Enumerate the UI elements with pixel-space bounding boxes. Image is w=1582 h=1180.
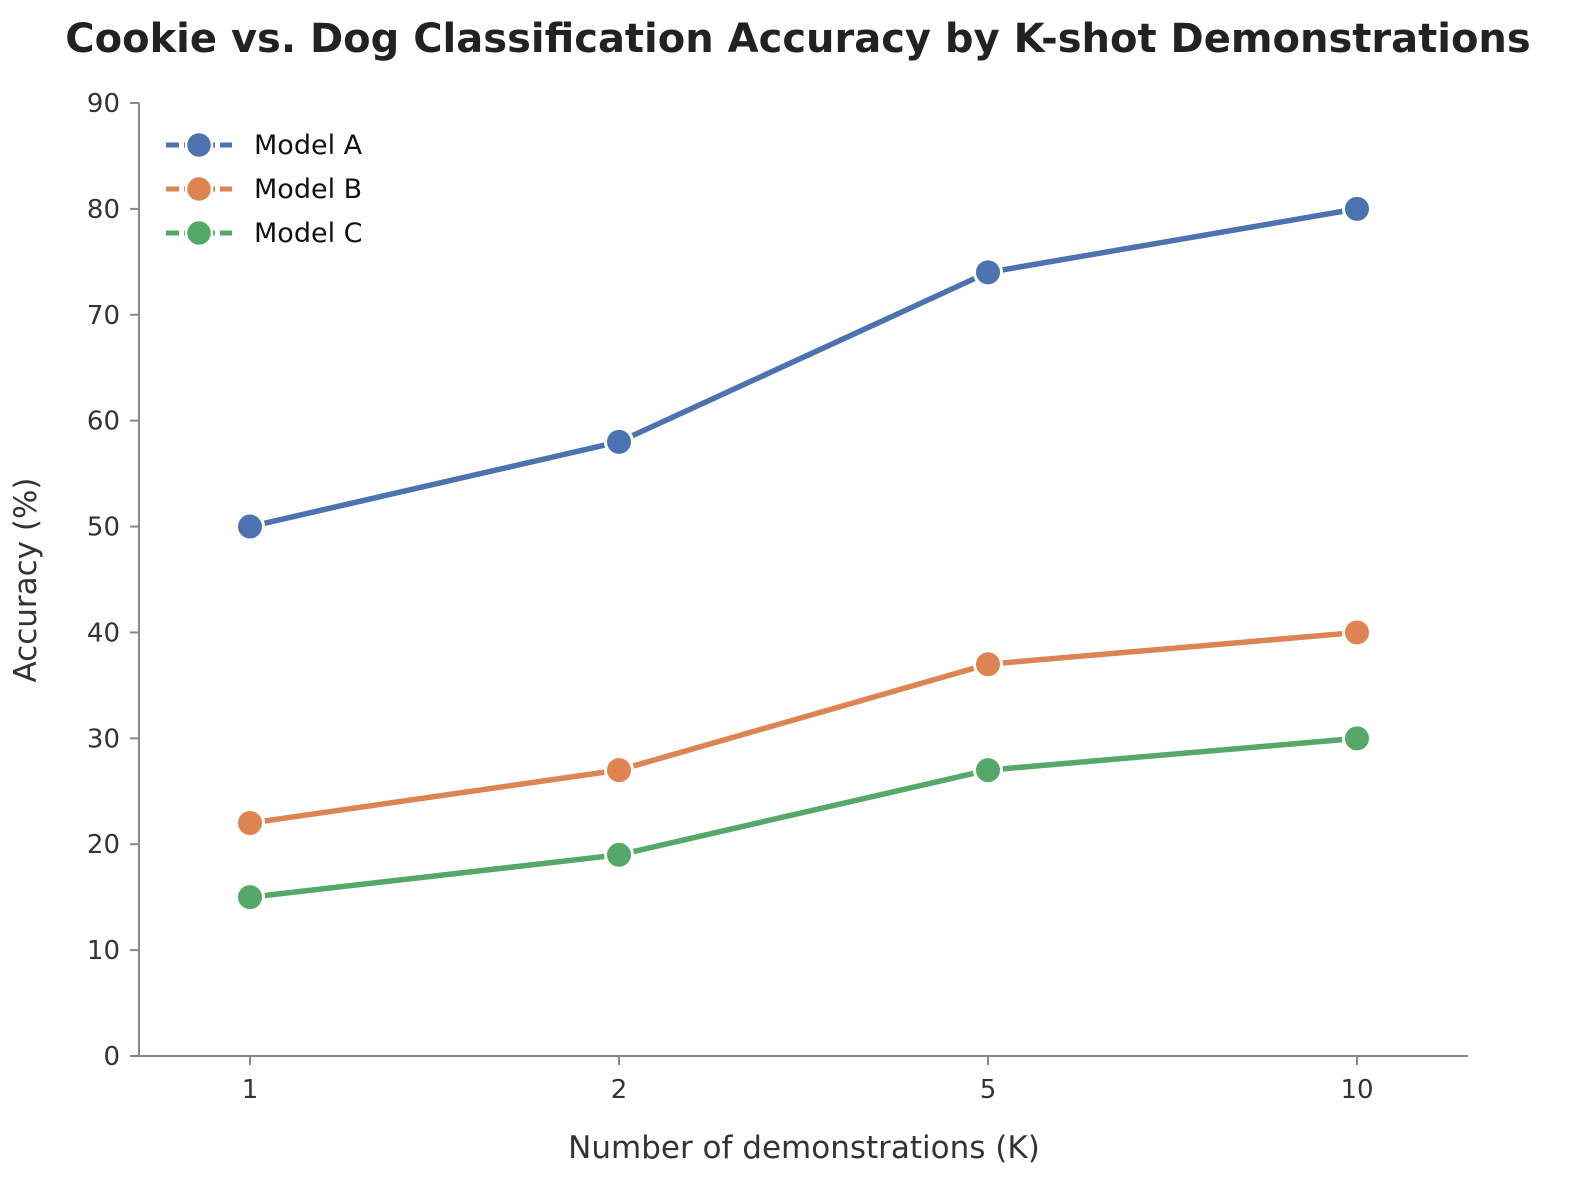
y-tick-label: 70 (87, 301, 120, 331)
data-point (235, 808, 265, 839)
data-point (1342, 617, 1372, 648)
x-tick-label: 2 (611, 1075, 628, 1105)
legend-item: Model A (166, 130, 363, 161)
data-point (1342, 723, 1372, 754)
x-ticks: 1 2 5 10 (242, 1056, 1374, 1105)
y-tick-label: 10 (87, 936, 120, 966)
chart-title: Cookie vs. Dog Classification Accuracy b… (65, 16, 1530, 62)
series-layer (235, 193, 1372, 913)
y-ticks: 0 10 20 30 40 50 60 70 80 90 (87, 89, 139, 1072)
legend: Model A Model B Model C (166, 130, 363, 249)
data-point (973, 257, 1003, 288)
axes (138, 103, 1468, 1057)
legend-item: Model C (166, 218, 363, 249)
x-axis-label: Number of demonstrations (K) (568, 1130, 1040, 1166)
legend-marker (184, 130, 214, 160)
y-axis-label: Accuracy (%) (8, 477, 44, 682)
data-point (973, 649, 1003, 680)
legend-marker (184, 174, 214, 204)
data-point (1342, 193, 1372, 224)
data-point (235, 511, 265, 542)
y-tick-label: 50 (87, 513, 120, 543)
y-tick-label: 90 (87, 89, 120, 119)
data-point (604, 755, 634, 786)
series-line (247, 735, 1360, 900)
series-line (247, 206, 1360, 530)
x-tick-label: 1 (242, 1075, 259, 1105)
y-tick-label: 60 (87, 407, 120, 437)
legend-marker (184, 218, 214, 248)
legend-label: Model C (254, 218, 363, 249)
series-2 (235, 617, 1372, 839)
series-1 (235, 193, 1372, 542)
y-tick-label: 40 (87, 618, 120, 648)
series-line (247, 629, 1360, 826)
data-point (973, 755, 1003, 786)
data-point (604, 839, 634, 870)
y-tick-label: 80 (87, 195, 120, 225)
series-3 (235, 723, 1372, 913)
legend-label: Model A (254, 130, 363, 161)
data-point (235, 882, 265, 913)
x-tick-label: 10 (1340, 1075, 1373, 1105)
y-tick-label: 30 (87, 724, 120, 754)
legend-item: Model B (166, 174, 362, 205)
legend-label: Model B (254, 174, 362, 205)
y-tick-label: 0 (103, 1042, 120, 1072)
y-tick-label: 20 (87, 830, 120, 860)
data-point (604, 426, 634, 457)
x-tick-label: 5 (980, 1075, 997, 1105)
